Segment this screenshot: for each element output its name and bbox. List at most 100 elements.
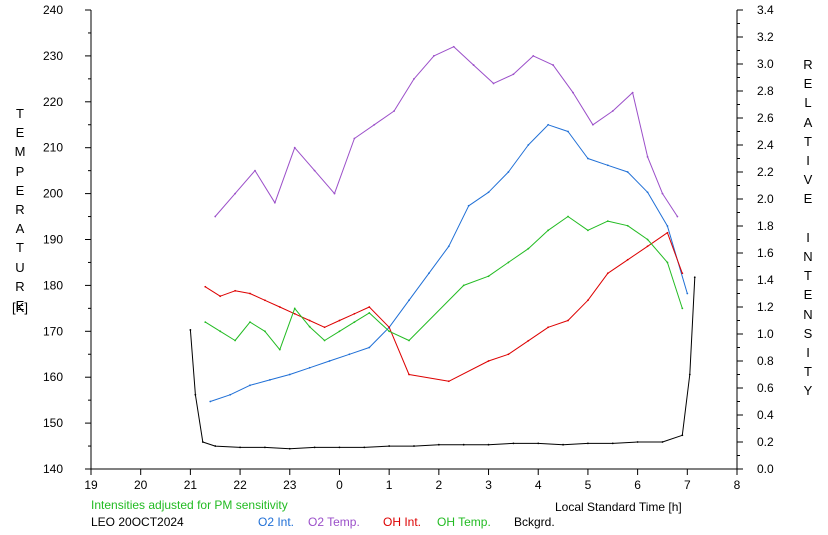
series-line-o2-temp bbox=[214, 46, 678, 217]
y-left-unit-text: [K] bbox=[12, 300, 28, 315]
data-point-oh-temp bbox=[368, 312, 371, 314]
data-point-oh-temp bbox=[278, 348, 281, 351]
data-point-oh-int bbox=[408, 373, 410, 376]
data-point-o2-int bbox=[368, 346, 371, 349]
data-point-bckgrd bbox=[388, 445, 391, 447]
y-left-tick-label: 140 bbox=[43, 462, 63, 476]
legend-o2-int: O2 Int. bbox=[258, 515, 295, 529]
y-right-tick-label: 0.2 bbox=[757, 435, 774, 449]
data-point-o2-temp bbox=[273, 201, 276, 204]
data-point-o2-temp bbox=[373, 123, 376, 126]
y-left-tick-label: 170 bbox=[43, 324, 63, 338]
y-right-title-char: I bbox=[806, 229, 810, 245]
y-left-tick-label: 230 bbox=[43, 49, 63, 63]
y-left-title-char: E bbox=[15, 182, 25, 198]
y-left-tick-label: 160 bbox=[43, 370, 63, 384]
data-point-oh-int bbox=[587, 299, 589, 302]
data-point-oh-int bbox=[308, 319, 311, 322]
data-point-o2-temp bbox=[413, 77, 415, 80]
data-point-bckgrd bbox=[288, 447, 291, 450]
y-left-tick-label: 240 bbox=[43, 3, 63, 17]
data-point-oh-int bbox=[368, 306, 371, 308]
data-point-oh-temp bbox=[353, 321, 356, 324]
data-point-o2-int bbox=[507, 171, 510, 173]
y-right-title-char: R bbox=[803, 57, 813, 72]
data-point-oh-temp bbox=[587, 229, 589, 232]
x-tick-label: 4 bbox=[535, 478, 542, 492]
sensitivity-note: Intensities adjusted for PM sensitivity bbox=[91, 498, 288, 512]
data-point-bckgrd bbox=[214, 445, 217, 447]
data-point-oh-int bbox=[666, 231, 669, 234]
y-left-title-char: E bbox=[15, 125, 25, 141]
data-point-o2-temp bbox=[492, 82, 495, 85]
data-point-o2-int bbox=[249, 384, 251, 387]
data-point-o2-temp bbox=[661, 192, 664, 195]
data-point-o2-int bbox=[547, 123, 550, 126]
data-point-o2-temp bbox=[512, 73, 515, 76]
x-tick-label: 22 bbox=[233, 478, 247, 492]
data-point-bckgrd bbox=[688, 373, 691, 376]
y-right-title-char: L bbox=[804, 95, 812, 111]
data-point-oh-temp bbox=[507, 261, 510, 264]
data-point-oh-int bbox=[487, 360, 490, 362]
data-point-oh-temp bbox=[264, 330, 266, 333]
data-point-bckgrd bbox=[587, 442, 589, 445]
data-point-o2-temp bbox=[552, 64, 555, 66]
data-point-bckgrd bbox=[562, 443, 564, 446]
data-point-o2-temp bbox=[572, 91, 574, 94]
data-point-bckgrd bbox=[512, 442, 515, 445]
data-point-bckgrd bbox=[239, 446, 241, 449]
data-point-o2-int bbox=[229, 393, 232, 396]
x-tick-label: 6 bbox=[634, 478, 641, 492]
x-tick-label: 5 bbox=[585, 478, 592, 492]
y-right-title-char: Y bbox=[803, 383, 813, 399]
y-right-tick-label: 1.6 bbox=[757, 246, 774, 260]
data-point-o2-temp bbox=[234, 192, 237, 195]
data-point-o2-int bbox=[527, 144, 530, 146]
data-point-oh-temp bbox=[408, 339, 410, 342]
y-right-tick-label: 3.0 bbox=[757, 57, 774, 71]
data-point-o2-int bbox=[686, 292, 689, 295]
y-left-tick-label: 200 bbox=[43, 187, 63, 201]
y-left-tick-label: 180 bbox=[43, 278, 63, 292]
series-line-bckgrd bbox=[189, 277, 696, 450]
x-tick-label: 21 bbox=[184, 478, 198, 492]
data-point-bckgrd bbox=[264, 446, 266, 449]
data-point-o2-temp bbox=[254, 169, 256, 172]
data-point-o2-int bbox=[666, 225, 669, 227]
x-tick-label: 19 bbox=[84, 478, 98, 492]
data-point-o2-int bbox=[447, 245, 450, 248]
data-point-o2-temp bbox=[676, 215, 679, 218]
data-point-oh-int bbox=[219, 295, 222, 298]
data-point-oh-temp bbox=[606, 220, 609, 223]
data-point-oh-int bbox=[527, 339, 530, 342]
x-tick-label: 1 bbox=[386, 478, 393, 492]
data-point-oh-temp bbox=[487, 275, 490, 278]
y-right-tick-label: 2.0 bbox=[757, 192, 774, 206]
data-point-o2-temp bbox=[353, 137, 356, 140]
series-line-oh-int bbox=[205, 232, 683, 382]
data-point-oh-int bbox=[681, 272, 684, 275]
data-point-o2-temp bbox=[472, 64, 475, 66]
y-right-title-char: A bbox=[803, 114, 813, 130]
data-point-o2-int bbox=[408, 299, 410, 302]
data-point-oh-temp bbox=[204, 321, 207, 324]
data-point-o2-temp bbox=[214, 215, 217, 218]
data-point-o2-temp bbox=[432, 55, 435, 57]
y-right-title-char: S bbox=[803, 325, 813, 341]
data-point-o2-int bbox=[626, 171, 629, 173]
data-point-bckgrd bbox=[413, 445, 415, 447]
data-point-bckgrd bbox=[462, 443, 465, 446]
y-left-title-char: P bbox=[15, 163, 25, 179]
data-point-bckgrd bbox=[636, 441, 639, 443]
data-point-o2-int bbox=[288, 373, 291, 376]
legend-o2-temp: O2 Temp. bbox=[308, 515, 360, 529]
y-right-title-char: T bbox=[804, 133, 812, 149]
data-point-o2-int bbox=[646, 191, 649, 194]
data-point-oh-int bbox=[567, 319, 569, 322]
data-point-oh-int bbox=[353, 312, 356, 315]
data-point-bckgrd bbox=[189, 329, 192, 331]
data-point-oh-int bbox=[264, 299, 266, 302]
y-left-title-char: E bbox=[15, 298, 25, 314]
data-point-o2-int bbox=[348, 353, 351, 356]
